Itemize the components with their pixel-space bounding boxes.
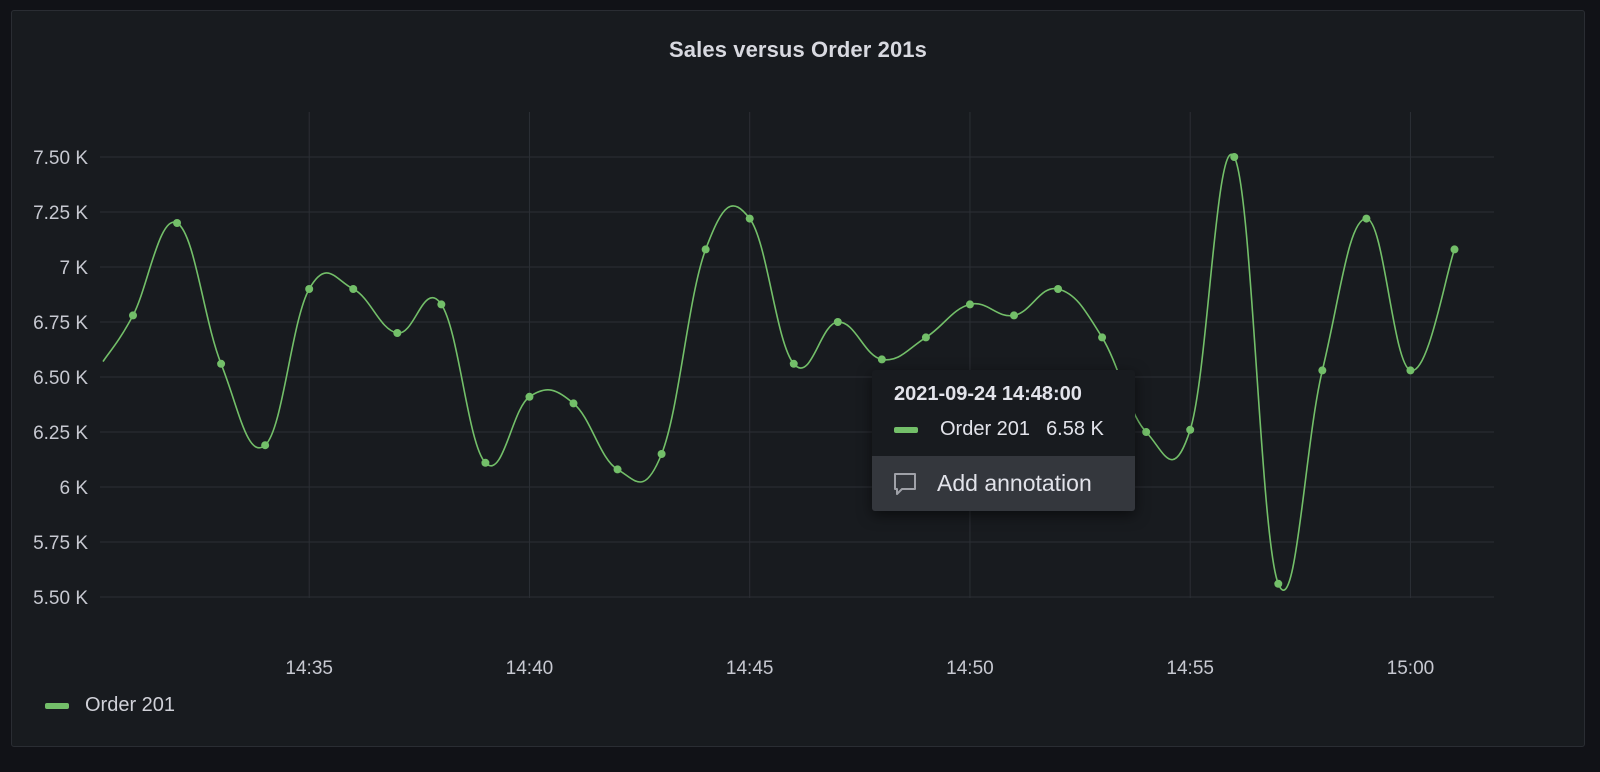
x-tick-label: 14:50 xyxy=(946,658,994,679)
legend-swatch xyxy=(45,702,69,709)
data-point[interactable] xyxy=(1406,366,1415,375)
data-point[interactable] xyxy=(393,329,402,337)
tooltip-time: 2021-09-24 14:48:00 xyxy=(894,383,1082,405)
data-point[interactable] xyxy=(1010,311,1018,320)
data-point[interactable] xyxy=(525,392,534,401)
data-point[interactable] xyxy=(129,311,137,320)
y-tick-label: 6.50 K xyxy=(33,368,88,389)
data-point[interactable] xyxy=(569,399,578,408)
data-point[interactable] xyxy=(1362,214,1371,223)
y-tick-label: 6.25 K xyxy=(33,423,88,444)
legend-label[interactable]: Order 201 xyxy=(85,694,176,716)
tooltip-series-name: Order 201 xyxy=(940,418,1031,440)
series-line-order-201 xyxy=(102,153,1456,591)
chart-panel: Sales versus Order 201s xyxy=(11,10,1585,747)
data-point[interactable] xyxy=(437,300,446,309)
data-point[interactable] xyxy=(349,285,358,293)
data-point[interactable] xyxy=(701,245,710,254)
y-tick-label: 5.75 K xyxy=(33,533,88,554)
x-tick-label: 14:40 xyxy=(506,658,554,679)
y-tick-label: 5.50 K xyxy=(33,588,88,609)
data-point[interactable] xyxy=(921,333,930,342)
tooltip-swatch xyxy=(894,426,918,433)
x-tick-label: 14:45 xyxy=(726,658,774,679)
y-tick-label: 6 K xyxy=(59,478,88,499)
data-point[interactable] xyxy=(1142,428,1151,436)
data-point[interactable] xyxy=(877,355,886,364)
tooltip-series-row: Order 201 6.58 K xyxy=(872,406,1135,456)
add-annotation-button[interactable]: Add annotation xyxy=(872,456,1135,511)
data-point[interactable] xyxy=(1274,579,1283,588)
x-tick-label: 14:35 xyxy=(285,658,333,679)
data-point[interactable] xyxy=(1230,153,1239,161)
x-tick-label: 14:55 xyxy=(1166,658,1214,679)
data-point[interactable] xyxy=(833,318,842,326)
data-point[interactable] xyxy=(965,300,974,309)
data-point[interactable] xyxy=(481,458,490,467)
legend[interactable]: Order 201 xyxy=(45,694,175,717)
tooltip-value: 6.58 K xyxy=(1046,418,1104,440)
y-tick-label: 6.75 K xyxy=(33,313,88,334)
data-point[interactable] xyxy=(1054,285,1063,293)
y-tick-label: 7 K xyxy=(59,258,88,279)
x-tick-label: 15:00 xyxy=(1387,658,1435,679)
data-point[interactable] xyxy=(261,441,270,450)
add-annotation-label[interactable]: Add annotation xyxy=(937,470,1092,496)
data-point[interactable] xyxy=(789,359,798,368)
data-point[interactable] xyxy=(305,285,314,293)
data-point[interactable] xyxy=(613,465,622,474)
y-tick-label: 7.50 K xyxy=(33,148,88,169)
data-point[interactable] xyxy=(657,450,666,458)
comment-icon xyxy=(894,472,916,495)
data-point[interactable] xyxy=(1186,425,1195,434)
data-point[interactable] xyxy=(217,359,226,368)
y-tick-label: 7.25 K xyxy=(33,203,88,224)
data-point[interactable] xyxy=(1450,245,1459,254)
panel-title: Sales versus Order 201s xyxy=(669,37,927,62)
data-point[interactable] xyxy=(1098,333,1107,342)
hover-tooltip: 2021-09-24 14:48:00 Order 201 6.58 K Add… xyxy=(872,370,1135,511)
data-point[interactable] xyxy=(173,219,182,227)
data-point[interactable] xyxy=(745,214,754,223)
data-point[interactable] xyxy=(1318,366,1327,375)
